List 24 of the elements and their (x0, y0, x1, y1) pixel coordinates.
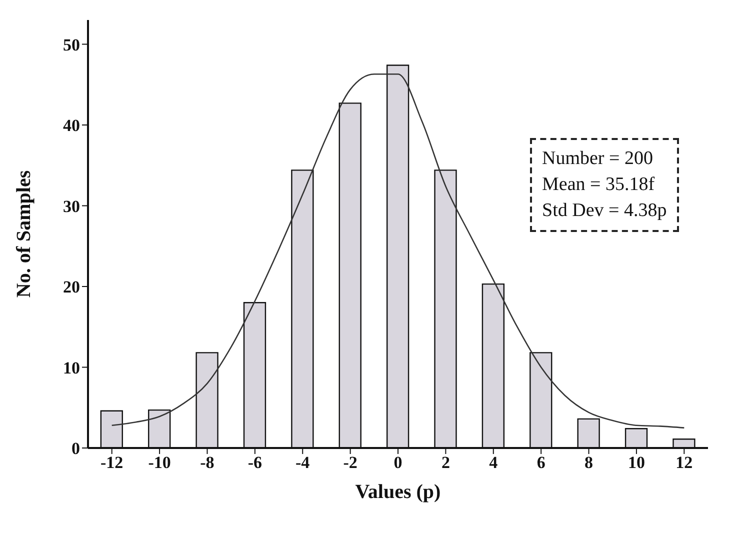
x-axis-title: Values (p) (355, 481, 441, 503)
x-tick-label: 8 (584, 453, 594, 472)
x-tick-label: -10 (148, 453, 171, 472)
annotation: Mean = 35.18f (542, 173, 656, 197)
annotation: Std Dev = 4.38p (542, 199, 667, 223)
x-tick-label: -12 (100, 453, 124, 472)
x-tick-label: 2 (441, 453, 450, 472)
y-tick-label: 10 (63, 358, 80, 378)
y-tick-label: 20 (63, 278, 80, 297)
x-tick-label: -8 (200, 453, 214, 472)
y-tick-label: 40 (63, 116, 80, 136)
x-tick-label: 6 (536, 453, 546, 472)
y-tick-label: 50 (63, 35, 80, 54)
x-tick-label: -4 (296, 453, 310, 472)
x-tick-label: 4 (489, 453, 498, 472)
x-tick-label: -6 (248, 453, 262, 472)
x-tick-label: 12 (676, 453, 693, 472)
x-tick-label: 10 (628, 453, 645, 472)
y-tick-label: 0 (72, 439, 80, 458)
y-axis-title: No. of Samples (13, 170, 36, 298)
y-tick-label: 30 (63, 196, 80, 216)
x-tick-label: -2 (343, 453, 358, 472)
x-tick-label: 0 (394, 453, 402, 472)
annotation: Number = 200 (542, 147, 654, 171)
